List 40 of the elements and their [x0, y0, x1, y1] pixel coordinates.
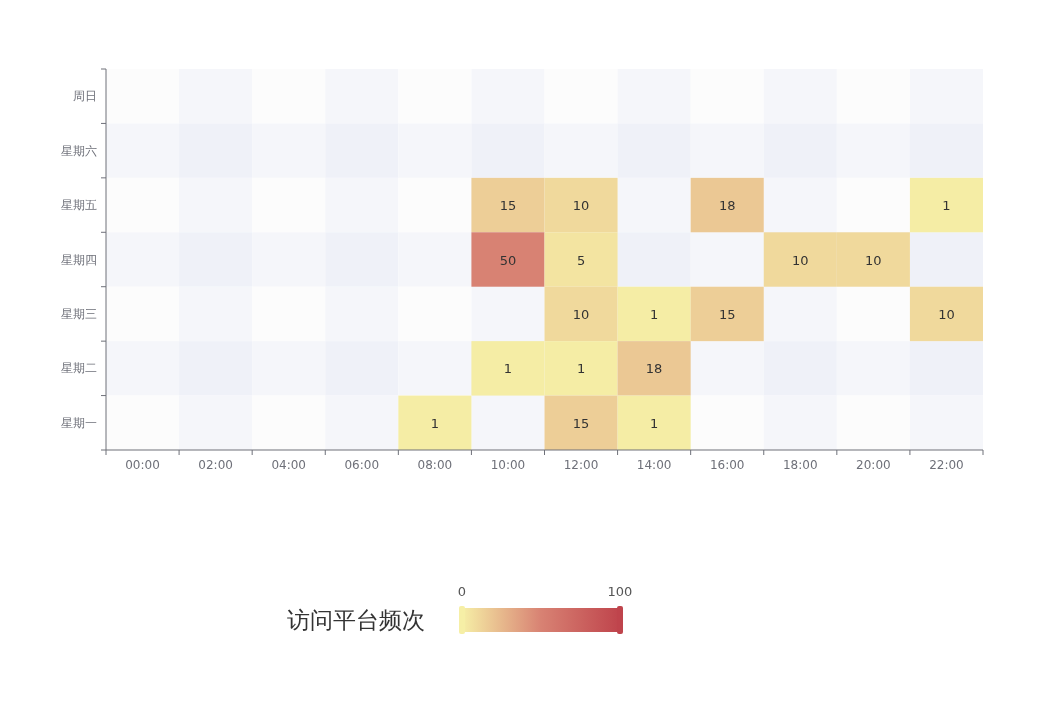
data-label: 1: [649, 306, 659, 322]
data-label: 18: [645, 361, 663, 377]
data-label: 5: [576, 252, 586, 268]
y-tick-label: 星期五: [61, 198, 97, 213]
x-tick-label: 20:00: [856, 458, 891, 472]
x-tick-label: 12:00: [563, 458, 599, 472]
y-tick-label: 星期六: [61, 143, 97, 158]
y-tick-label: 星期三: [61, 306, 97, 321]
data-label: 50: [499, 252, 517, 268]
y-tick-label: 星期二: [61, 361, 97, 376]
x-tick-label: 14:00: [636, 458, 672, 472]
color-bar-label: 0: [457, 584, 467, 599]
data-label: 15: [499, 198, 517, 214]
y-tick-label: 星期一: [61, 415, 97, 430]
x-tick-label: 04:00: [271, 458, 307, 472]
y-tick-label: 星期四: [61, 252, 97, 267]
x-tick-label: 00:00: [125, 458, 160, 472]
x-tick-label: 08:00: [417, 458, 453, 472]
data-label: 18: [718, 198, 736, 214]
data-label: 10: [792, 252, 809, 268]
x-tick-label: 06:00: [344, 458, 380, 472]
data-label: 1: [503, 361, 513, 377]
data-label: 15: [718, 306, 736, 322]
data-label: 1: [576, 361, 586, 377]
x-tick-label: 02:00: [198, 458, 233, 472]
data-label: 15: [572, 415, 590, 431]
color-bar-label: 100: [607, 584, 633, 599]
x-tick-label: 22:00: [929, 458, 964, 472]
data-label: 1: [649, 415, 659, 431]
y-tick-label: 周日: [73, 89, 97, 104]
data-label: 10: [865, 252, 882, 268]
x-tick-label: 16:00: [709, 458, 745, 472]
data-label: 1: [430, 415, 440, 431]
data-label: 10: [572, 198, 590, 214]
data-label: 1: [942, 198, 951, 214]
color-bar-title: 访问平台频次: [287, 607, 425, 633]
data-label: 10: [572, 306, 590, 322]
x-tick-label: 10:00: [490, 458, 526, 472]
x-tick-label: 18:00: [782, 458, 818, 472]
data-label: 10: [938, 306, 955, 322]
